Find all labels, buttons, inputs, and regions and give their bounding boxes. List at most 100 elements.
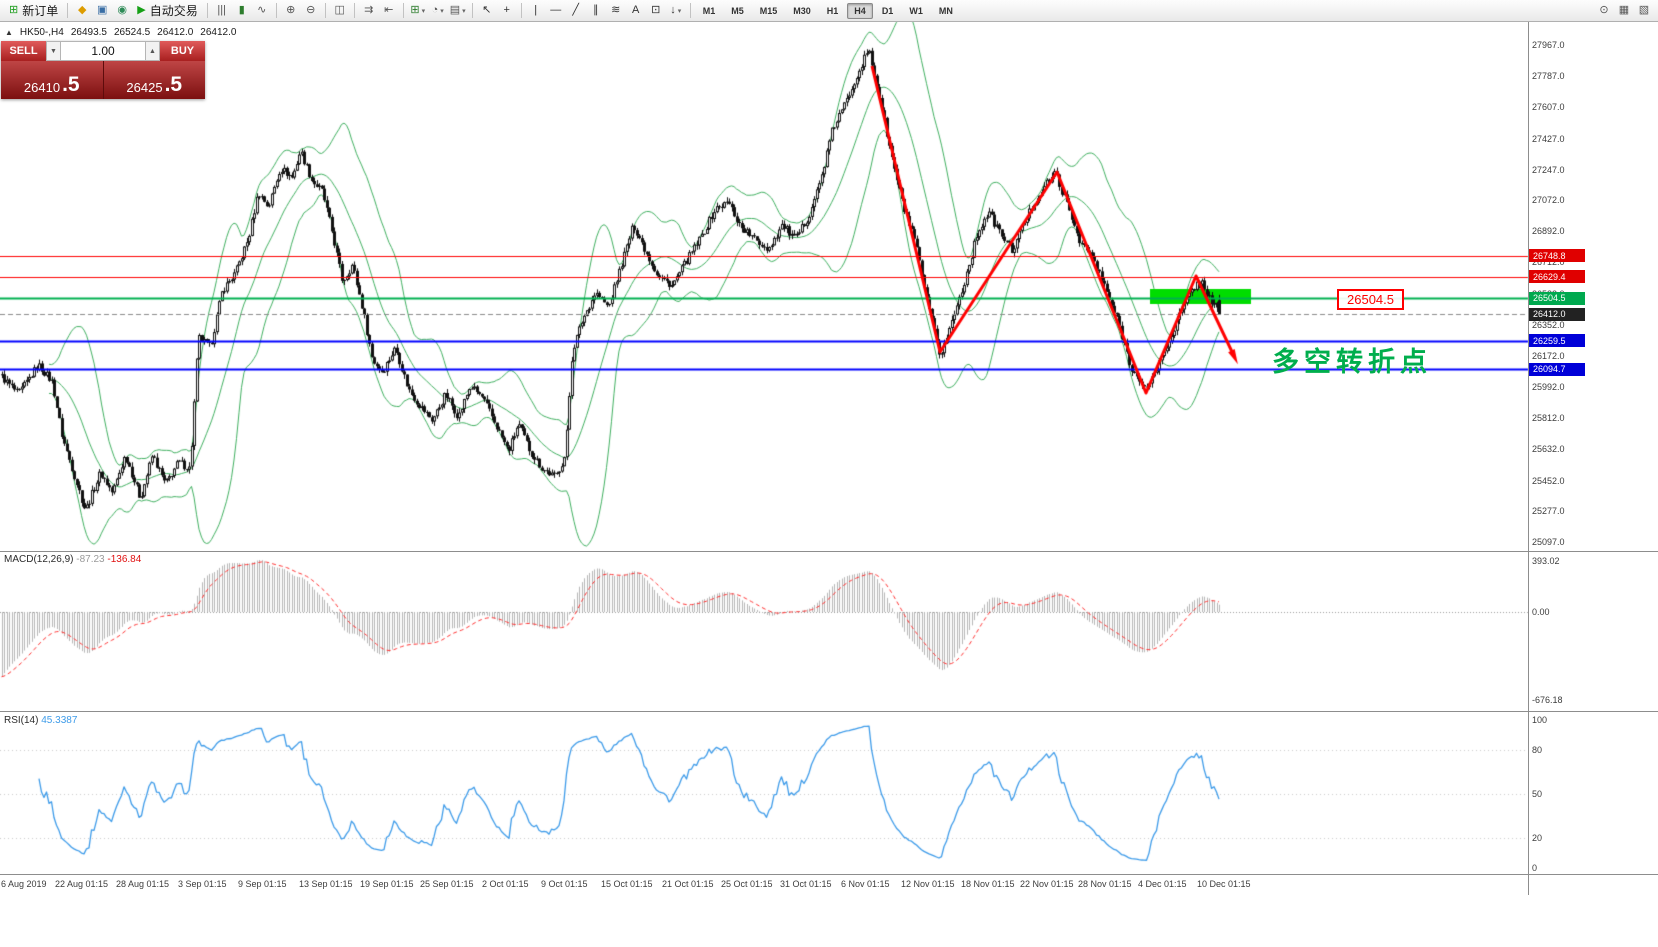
trendline-icon-glyph: ╱: [572, 4, 580, 16]
label-icon-glyph: ⊡: [651, 4, 661, 16]
fibonacci-icon[interactable]: ≋: [607, 2, 625, 19]
timeframe-h1-button[interactable]: H1: [826, 5, 839, 16]
zoom-out-icon[interactable]: ⊖: [302, 2, 320, 19]
data-window-icon[interactable]: ▦: [1615, 2, 1633, 19]
cursor-icon-glyph: ↖: [482, 4, 492, 16]
periods-dropdown[interactable]: ◔ ▾: [429, 2, 447, 19]
volume-input[interactable]: [61, 41, 145, 61]
timeframe-m5-button[interactable]: M5: [731, 5, 744, 16]
volume-stepper[interactable]: ▲: [145, 41, 160, 61]
timeframe-mn-button[interactable]: MN: [938, 5, 953, 16]
tile-windows-icon[interactable]: ◫: [331, 2, 349, 19]
one-click-price-row: 26410 .5 26425 .5: [1, 61, 205, 99]
price-tag[interactable]: 26412.0: [1529, 307, 1585, 321]
channel-icon[interactable]: ∥: [587, 2, 605, 19]
price-axis-label: 25812.0: [1532, 413, 1565, 424]
line-chart-icon-glyph: ∿: [257, 4, 267, 16]
templates-dropdown[interactable]: ▤ ▾: [449, 2, 467, 19]
chart-shift-icon[interactable]: ⇤: [380, 2, 398, 19]
panel-resize-handle-rsi[interactable]: [0, 711, 1658, 712]
sell-button[interactable]: SELL: [1, 41, 46, 61]
volume-dropdown-button[interactable]: ▼: [46, 41, 61, 61]
line-chart-icon[interactable]: ∿: [253, 2, 271, 19]
price-tag[interactable]: 26094.7: [1529, 362, 1585, 376]
zoom-in-icon[interactable]: ⊕: [282, 2, 300, 19]
price-axis-label: 25097.0: [1532, 537, 1565, 547]
timeframe-d1-button[interactable]: D1: [881, 5, 894, 16]
ohlc-high: 26524.5: [113, 27, 151, 38]
text-icon-glyph: A: [632, 4, 640, 16]
main-toolbar: ⊞ 新订单 ◆ ▣ ◉ ▶ 自动交易 ||| ▮ ∿ ⊕ ⊖ ◫ ⇉ ⇤ ⊞ ▾ ◔ ▾ ▤ ▾ ↖ + | — ╱ ∥ ≋ A ⊡ ↓ ▾ M…: [0, 0, 1658, 22]
timeframe-m1-button[interactable]: M1: [702, 5, 716, 16]
symbol-period-label: HK50-,H4: [19, 27, 64, 38]
macd-axis-label: -676.18: [1532, 694, 1563, 705]
macd-label: MACD(12,26,9) -87.23 -136.84: [4, 554, 141, 565]
rsi-axis-label: 0: [1532, 863, 1538, 873]
ohlc-open: 26493.5: [70, 27, 107, 38]
metaeditor-icon[interactable]: ◆: [73, 2, 91, 19]
crosshair-icon-glyph: +: [503, 4, 510, 16]
price-axis-label: 27787.0: [1532, 71, 1565, 82]
toolbar-sep: [353, 3, 355, 18]
sell-price-frac: .5: [62, 73, 80, 97]
market-icon[interactable]: ◉: [113, 2, 131, 19]
rsi-axis-label: 100: [1532, 715, 1548, 725]
price-axis-label: 25277.0: [1532, 505, 1565, 516]
time-axis-label: 4 Dec 01:15: [1138, 879, 1187, 889]
price-alert-label[interactable]: 26504.5: [1337, 289, 1404, 310]
periods-dropdown-glyph: ◔: [431, 4, 439, 16]
auto-scroll-icon-glyph: ⇉: [364, 4, 374, 16]
bar-chart-icon[interactable]: |||: [213, 2, 231, 19]
new-order-button[interactable]: ⊞ 新订单: [4, 2, 63, 20]
price-axis-label: 25992.0: [1532, 382, 1565, 392]
vertical-line-icon[interactable]: |: [527, 2, 545, 19]
trendline-icon[interactable]: ╱: [567, 2, 585, 19]
panel-resize-handle-macd[interactable]: [0, 551, 1658, 552]
price-tag[interactable]: 26629.4: [1529, 270, 1585, 284]
one-click-collapse-arrow[interactable]: ▲: [5, 28, 13, 37]
community-icon[interactable]: ▣: [93, 2, 111, 19]
time-axis-label: 21 Oct 01:15: [662, 879, 714, 889]
time-axis-label: 22 Aug 01:15: [55, 879, 109, 889]
timeframe-h4-button[interactable]: H4: [847, 2, 873, 19]
price-tag[interactable]: 26504.5: [1529, 291, 1585, 305]
timeframe-m30-button[interactable]: M30: [793, 5, 811, 16]
cursor-icon[interactable]: ↖: [478, 2, 496, 19]
label-icon[interactable]: ⊡: [647, 2, 665, 19]
zoom-in-icon-glyph: ⊕: [286, 4, 296, 16]
price-tag[interactable]: 26259.5: [1529, 334, 1585, 348]
ohlc-close: 26412.0: [200, 27, 237, 38]
ohlc-low: 26412.0: [157, 27, 194, 38]
indicators-dropdown[interactable]: ⊞ ▾: [409, 2, 427, 19]
toolbar-sep: [275, 3, 277, 18]
autotrading-button[interactable]: ▶ 自动交易: [132, 2, 202, 20]
sell-price-button[interactable]: 26410 .5: [1, 61, 103, 99]
crosshair-icon[interactable]: +: [498, 2, 516, 19]
indicators-dropdown-glyph: ⊞: [410, 4, 420, 16]
rsi-title: RSI(14): [4, 715, 39, 726]
rsi-value: 45.3387: [41, 715, 78, 726]
toolbar-sep: [206, 3, 208, 18]
arrows-dropdown[interactable]: ↓ ▾: [667, 2, 685, 19]
buy-button[interactable]: BUY: [160, 41, 205, 61]
timeframe-w1-button[interactable]: W1: [909, 5, 923, 16]
turning-point-label[interactable]: 多空转折点: [1272, 347, 1432, 377]
horizontal-line-icon[interactable]: —: [547, 2, 565, 19]
autotrading-icon: ▶: [137, 4, 146, 16]
time-axis-label: 10 Dec 01:15: [1197, 879, 1251, 889]
text-icon[interactable]: A: [627, 2, 645, 19]
time-axis-label: 25 Sep 01:15: [420, 879, 474, 889]
buy-price-button[interactable]: 26425 .5: [103, 61, 205, 99]
community-icon-glyph: ▣: [97, 4, 108, 16]
candlestick-chart-icon[interactable]: ▮: [233, 2, 251, 19]
zoom-out-icon-glyph: ⊖: [306, 4, 316, 16]
timeframe-m15-button[interactable]: M15: [759, 5, 778, 16]
strategy-tester-icon[interactable]: ▧: [1635, 2, 1653, 19]
toolbar-sep: [520, 3, 522, 18]
macd-axis-label: 0.00: [1532, 607, 1550, 617]
chevron-down-icon: ▾: [462, 7, 466, 15]
auto-scroll-icon[interactable]: ⇉: [360, 2, 378, 19]
search-icon[interactable]: ⊙: [1595, 2, 1613, 19]
price-tag[interactable]: 26748.8: [1529, 249, 1585, 263]
